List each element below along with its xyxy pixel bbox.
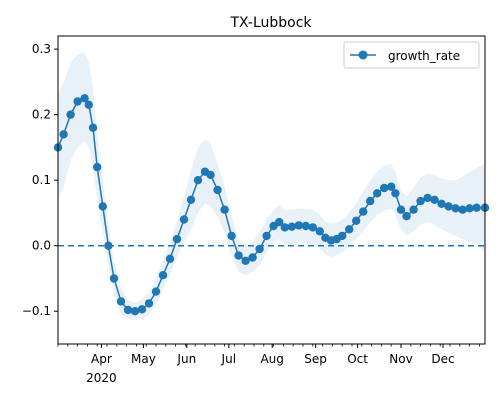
legend-box (343, 41, 480, 69)
data-point (73, 97, 82, 106)
x-tick-label: Sep (304, 352, 327, 366)
data-point (66, 110, 75, 119)
data-point (262, 231, 271, 241)
data-point (366, 196, 375, 206)
confidence-band (58, 52, 485, 320)
data-point (123, 305, 133, 315)
plot-frame (57, 35, 486, 345)
legend-marker (358, 50, 368, 60)
data-point (151, 287, 161, 296)
data-point (345, 225, 354, 234)
data-point (227, 231, 236, 241)
data-point (213, 185, 222, 195)
y-tick-label: −0.1 (22, 304, 51, 318)
data-point (352, 216, 361, 225)
data-point (472, 203, 481, 212)
data-point (137, 305, 147, 314)
data-point (59, 130, 68, 139)
x-tick-label: Jul (221, 352, 236, 366)
data-point (294, 221, 303, 230)
data-point (144, 299, 154, 308)
data-point (116, 297, 126, 306)
data-point (255, 244, 264, 254)
plot-area (53, 35, 490, 345)
series-layer (53, 94, 490, 316)
data-point (104, 241, 113, 250)
data-point (387, 182, 396, 191)
data-point (423, 193, 432, 203)
data-point (206, 170, 215, 180)
data-point (359, 207, 368, 216)
data-point (444, 202, 453, 211)
data-point (451, 204, 460, 213)
data-point (416, 196, 425, 206)
data-point (130, 307, 140, 316)
x-tick-label: Aug (260, 352, 283, 366)
data-point (186, 195, 196, 204)
y-tick-label: 0.3 (32, 42, 51, 56)
data-point (248, 253, 257, 262)
confidence-band-layer (58, 52, 485, 320)
y-tick-label: 0.1 (32, 173, 51, 187)
data-point (93, 162, 102, 172)
legend: growth_rate (343, 41, 480, 69)
data-point (193, 176, 203, 185)
x-tick-label: Oct (347, 352, 368, 366)
data-point (409, 205, 418, 214)
data-point (88, 123, 98, 132)
data-point (109, 274, 119, 283)
chart-title: TX-Lubbock (229, 15, 312, 31)
data-point (308, 223, 317, 232)
data-point (315, 227, 324, 236)
data-point (458, 205, 467, 214)
data-point (172, 234, 182, 244)
y-axis: −0.1 0.0 0.1 0.2 0.3 (22, 42, 58, 318)
data-point (465, 204, 474, 213)
data-point (234, 251, 243, 260)
legend-label: growth_rate (388, 49, 460, 63)
data-point (241, 256, 250, 265)
x-tick-label: Apr (91, 352, 112, 366)
data-point (280, 223, 289, 232)
data-point (158, 271, 168, 280)
x-tick-label: May (131, 352, 156, 366)
data-point (338, 231, 347, 241)
data-point (287, 222, 296, 231)
data-point (380, 183, 389, 193)
y-tick-label: 0.2 (32, 108, 51, 122)
x-axis: Apr May Jun Jul Aug Sep Oct Nov Dec 2020 (57, 344, 480, 385)
x-tick-label: Nov (389, 352, 412, 366)
data-point (220, 205, 229, 214)
data-point (391, 189, 400, 198)
data-point (373, 189, 382, 198)
data-point (396, 205, 406, 214)
data-point (301, 221, 310, 231)
data-point (98, 202, 108, 211)
data-point (84, 100, 94, 110)
y-tick-label: 0.0 (32, 239, 51, 253)
data-point (80, 94, 89, 103)
data-point (275, 217, 284, 227)
x-tick-label: Dec (431, 352, 454, 366)
x-year-label: 2020 (86, 371, 117, 385)
data-point (179, 215, 189, 224)
data-point (165, 254, 175, 263)
data-point (430, 195, 439, 204)
data-point (402, 212, 411, 221)
data-point (437, 199, 446, 208)
x-tick-label: Jun (176, 352, 196, 366)
